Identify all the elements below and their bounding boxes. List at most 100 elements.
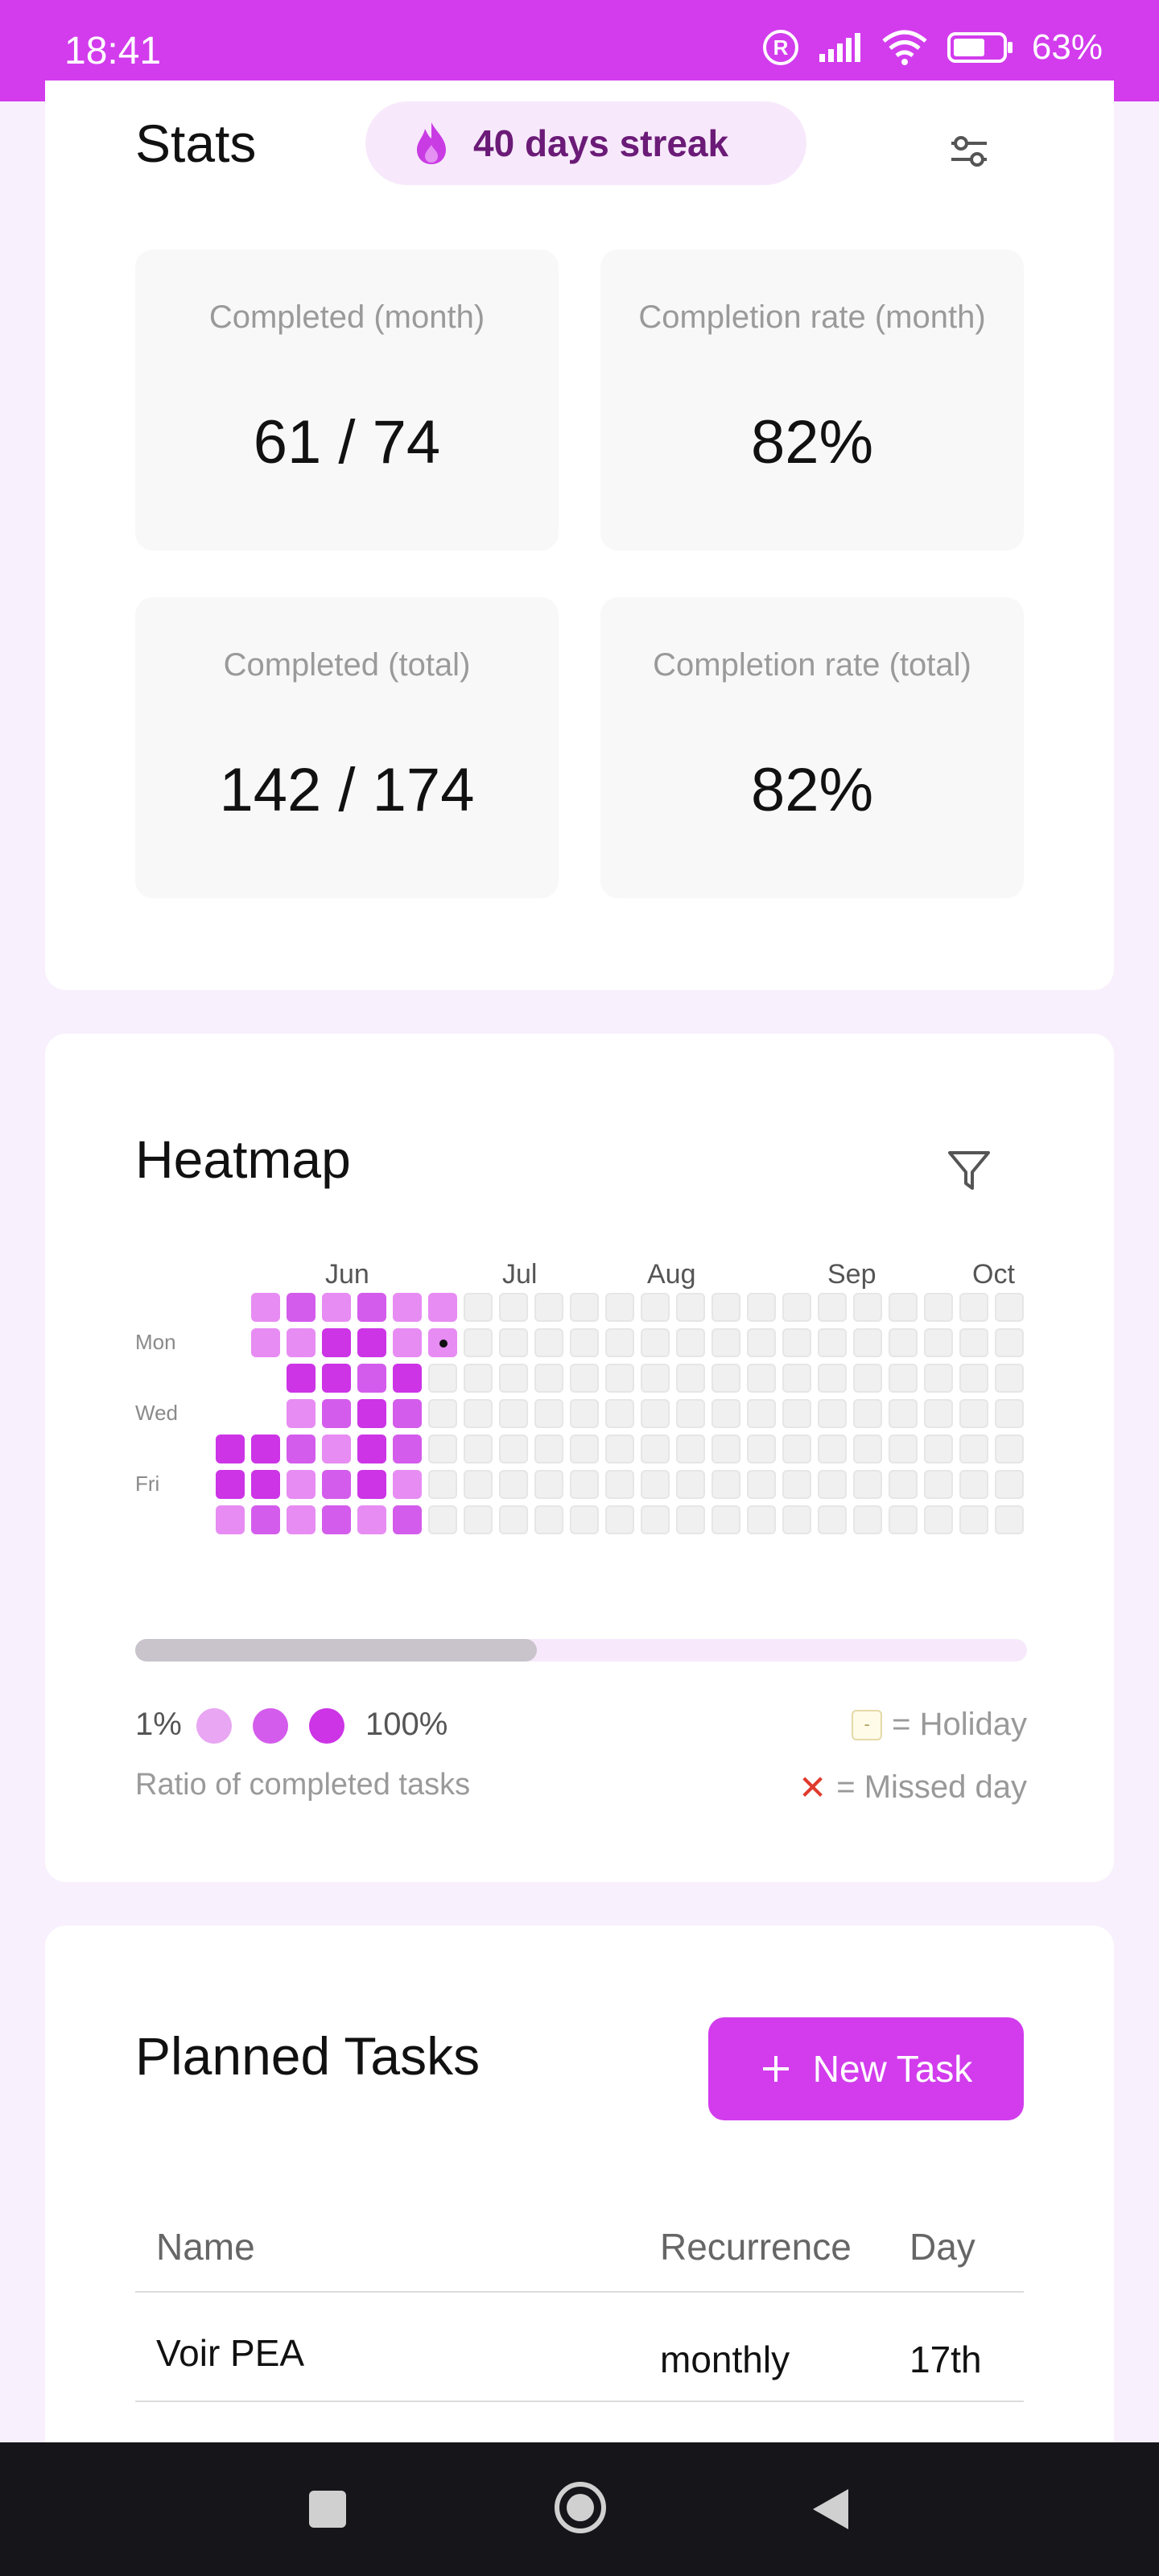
- heatmap-cell[interactable]: [216, 1435, 245, 1463]
- heatmap-cell[interactable]: [676, 1293, 705, 1322]
- heatmap-cell[interactable]: [428, 1470, 457, 1499]
- heatmap-cell[interactable]: [464, 1470, 493, 1499]
- heatmap-cell[interactable]: [818, 1399, 847, 1428]
- heatmap-cell[interactable]: [322, 1435, 351, 1463]
- heatmap-cell[interactable]: [605, 1399, 634, 1428]
- heatmap-cell[interactable]: [251, 1293, 280, 1322]
- heatmap-cell[interactable]: [711, 1435, 740, 1463]
- heatmap-cell[interactable]: [464, 1435, 493, 1463]
- heatmap-cell[interactable]: [782, 1505, 811, 1534]
- heatmap-cell[interactable]: [534, 1470, 563, 1499]
- heatmap-cell[interactable]: [818, 1470, 847, 1499]
- heatmap-cell[interactable]: [499, 1328, 528, 1357]
- heatmap-cell[interactable]: [605, 1364, 634, 1393]
- heatmap-cell[interactable]: [287, 1399, 316, 1428]
- heatmap-cell[interactable]: [747, 1435, 776, 1463]
- heatmap-cell[interactable]: [287, 1293, 316, 1322]
- back-button[interactable]: [808, 2486, 852, 2533]
- heatmap-cell[interactable]: [889, 1399, 918, 1428]
- heatmap-grid[interactable]: Jun Jul Aug Sep Oct Mon Wed Fri 1% 100% …: [135, 1259, 1027, 1806]
- heatmap-cell[interactable]: [357, 1364, 386, 1393]
- heatmap-cell[interactable]: [853, 1328, 882, 1357]
- heatmap-cell[interactable]: [641, 1328, 670, 1357]
- heatmap-cell[interactable]: [393, 1470, 422, 1499]
- heatmap-cell[interactable]: [959, 1470, 988, 1499]
- heatmap-cell[interactable]: [570, 1435, 599, 1463]
- heatmap-cell[interactable]: [499, 1399, 528, 1428]
- heatmap-cell[interactable]: [464, 1293, 493, 1322]
- heatmap-cell[interactable]: [605, 1328, 634, 1357]
- heatmap-cell[interactable]: [216, 1505, 245, 1534]
- heatmap-cell[interactable]: [889, 1470, 918, 1499]
- heatmap-cell[interactable]: [393, 1399, 422, 1428]
- heatmap-cell[interactable]: [995, 1435, 1024, 1463]
- heatmap-cell[interactable]: [464, 1328, 493, 1357]
- heatmap-cell[interactable]: [287, 1328, 316, 1357]
- heatmap-cell[interactable]: [641, 1399, 670, 1428]
- heatmap-cell[interactable]: [747, 1328, 776, 1357]
- heatmap-cell[interactable]: [464, 1364, 493, 1393]
- heatmap-cell[interactable]: [428, 1505, 457, 1534]
- heatmap-cell[interactable]: [499, 1470, 528, 1499]
- heatmap-cell[interactable]: [641, 1364, 670, 1393]
- heatmap-cell[interactable]: [393, 1364, 422, 1393]
- heatmap-cell[interactable]: [818, 1328, 847, 1357]
- heatmap-cell[interactable]: [428, 1328, 457, 1357]
- heatmap-cell[interactable]: [959, 1364, 988, 1393]
- heatmap-cell[interactable]: [959, 1505, 988, 1534]
- heatmap-cell[interactable]: [464, 1505, 493, 1534]
- heatmap-cell[interactable]: [499, 1364, 528, 1393]
- heatmap-cell[interactable]: [605, 1293, 634, 1322]
- heatmap-cell[interactable]: [570, 1328, 599, 1357]
- heatmap-cell[interactable]: [287, 1435, 316, 1463]
- heatmap-cell[interactable]: [889, 1293, 918, 1322]
- heatmap-scrollbar[interactable]: [135, 1639, 1027, 1662]
- heatmap-cell[interactable]: [924, 1399, 953, 1428]
- heatmap-cell[interactable]: [747, 1470, 776, 1499]
- heatmap-cell[interactable]: [357, 1470, 386, 1499]
- col-day[interactable]: Day: [909, 2226, 975, 2268]
- heatmap-cell[interactable]: [995, 1470, 1024, 1499]
- heatmap-cell[interactable]: [499, 1293, 528, 1322]
- heatmap-cell[interactable]: [959, 1293, 988, 1322]
- filter-icon[interactable]: [945, 1146, 993, 1195]
- heatmap-cell[interactable]: [747, 1399, 776, 1428]
- heatmap-cell[interactable]: [393, 1293, 422, 1322]
- heatmap-cell[interactable]: [357, 1293, 386, 1322]
- heatmap-cell[interactable]: [676, 1328, 705, 1357]
- heatmap-cell[interactable]: [499, 1505, 528, 1534]
- heatmap-cell[interactable]: [251, 1470, 280, 1499]
- heatmap-cell[interactable]: [322, 1505, 351, 1534]
- heatmap-cell[interactable]: [641, 1293, 670, 1322]
- recents-button[interactable]: [306, 2487, 349, 2531]
- new-task-button[interactable]: New Task: [708, 2017, 1024, 2120]
- heatmap-cell[interactable]: [924, 1328, 953, 1357]
- heatmap-cell[interactable]: [959, 1399, 988, 1428]
- heatmap-cell[interactable]: [428, 1399, 457, 1428]
- heatmap-cell[interactable]: [605, 1435, 634, 1463]
- heatmap-cell[interactable]: [924, 1505, 953, 1534]
- heatmap-cell[interactable]: [995, 1328, 1024, 1357]
- heatmap-cell[interactable]: [428, 1435, 457, 1463]
- heatmap-cell[interactable]: [322, 1470, 351, 1499]
- sliders-icon[interactable]: [945, 127, 993, 175]
- heatmap-cell[interactable]: [995, 1364, 1024, 1393]
- heatmap-cell[interactable]: [676, 1435, 705, 1463]
- heatmap-cell[interactable]: [322, 1364, 351, 1393]
- heatmap-cell[interactable]: [818, 1293, 847, 1322]
- heatmap-cell[interactable]: [322, 1328, 351, 1357]
- heatmap-cell[interactable]: [995, 1293, 1024, 1322]
- heatmap-cell[interactable]: [357, 1399, 386, 1428]
- heatmap-cell[interactable]: [924, 1293, 953, 1322]
- heatmap-cell[interactable]: [357, 1435, 386, 1463]
- heatmap-cell[interactable]: [711, 1293, 740, 1322]
- heatmap-cell[interactable]: [393, 1505, 422, 1534]
- heatmap-cell[interactable]: [711, 1470, 740, 1499]
- heatmap-cell[interactable]: [534, 1364, 563, 1393]
- heatmap-cell[interactable]: [570, 1293, 599, 1322]
- heatmap-cell[interactable]: [782, 1293, 811, 1322]
- heatmap-cell[interactable]: [322, 1399, 351, 1428]
- heatmap-cell[interactable]: [393, 1328, 422, 1357]
- heatmap-cell[interactable]: [676, 1470, 705, 1499]
- heatmap-cell[interactable]: [924, 1364, 953, 1393]
